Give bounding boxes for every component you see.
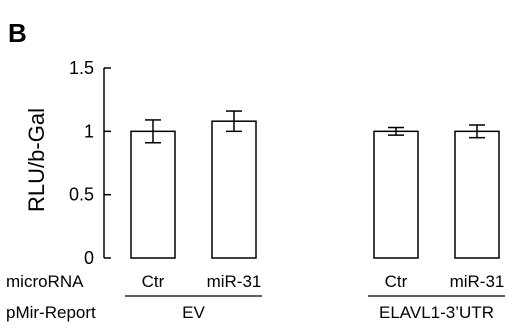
group-labels: EV ELAVL1-3’UTR xyxy=(125,296,505,322)
y-tick-label: 0 xyxy=(84,248,94,268)
y-tick-label: 0.5 xyxy=(69,185,94,205)
bars xyxy=(131,121,499,258)
microrna-row-label: microRNA xyxy=(6,272,84,291)
panel-letter: B xyxy=(8,18,27,48)
y-axis: 0 0.5 1 1.5 xyxy=(69,58,111,268)
y-axis-label: RLU/b-Gal xyxy=(24,108,49,212)
category-label: Ctr xyxy=(142,272,165,291)
category-label: Ctr xyxy=(385,272,408,291)
category-label: miR-31 xyxy=(207,272,262,291)
group-label: ELAVL1-3’UTR xyxy=(379,303,494,322)
x-axis-labels: Ctr miR-31 Ctr miR-31 xyxy=(142,272,505,291)
error-bars xyxy=(145,111,485,143)
y-tick-label: 1 xyxy=(84,121,94,141)
y-tick-label: 1.5 xyxy=(69,58,94,78)
bar xyxy=(455,131,499,258)
bar xyxy=(131,131,175,258)
bar xyxy=(212,121,256,258)
bar xyxy=(374,131,418,258)
reporter-row-label: pMir-Report xyxy=(6,303,96,322)
group-label: EV xyxy=(182,303,205,322)
category-label: miR-31 xyxy=(450,272,505,291)
